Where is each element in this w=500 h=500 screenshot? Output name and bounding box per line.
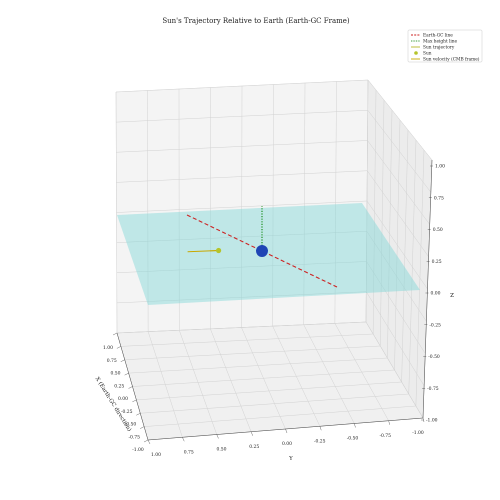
x-tick-mark bbox=[128, 386, 133, 389]
z-tick-label: -0.50 bbox=[428, 354, 440, 360]
gridlines bbox=[115, 79, 433, 441]
floor-grid-x bbox=[136, 381, 402, 401]
z-axis-line bbox=[422, 159, 433, 419]
y-tick-mark bbox=[388, 420, 390, 425]
back-grid-vertical bbox=[365, 79, 369, 323]
back-grid-horizontal bbox=[116, 261, 367, 273]
y-tick-label: 0.50 bbox=[216, 447, 226, 453]
y-tick-mark bbox=[216, 434, 219, 439]
x-tick-mark bbox=[112, 332, 118, 336]
x-tick-mark bbox=[124, 372, 129, 376]
x-tick-label: 0.25 bbox=[114, 383, 124, 389]
x-tick-mark bbox=[136, 413, 141, 416]
y-tick-mark bbox=[182, 437, 185, 442]
back-grid-horizontal bbox=[116, 291, 367, 304]
floor-grid-x bbox=[144, 405, 416, 427]
y-tick-label: 0.75 bbox=[184, 449, 194, 455]
floor-grid-y bbox=[365, 321, 424, 419]
y-tick-label: -0.75 bbox=[379, 433, 391, 439]
legend-label-sun-trajectory: Sun trajectory bbox=[423, 46, 455, 51]
series-earth-gc-line bbox=[186, 214, 338, 288]
floor-grid-x bbox=[140, 393, 409, 414]
x-tick-mark bbox=[140, 426, 145, 429]
z-axis-label: Z bbox=[450, 293, 454, 299]
floor-grid-y bbox=[272, 326, 321, 427]
series-sun-velocity-cmb-frame bbox=[187, 250, 219, 253]
legend-box bbox=[407, 29, 483, 63]
data-marks bbox=[186, 206, 338, 288]
x-tick-label: 1.00 bbox=[103, 345, 113, 351]
x-tick-mark bbox=[143, 439, 149, 443]
z-tick-label: -0.75 bbox=[427, 386, 439, 392]
y-axis-label: Y bbox=[288, 456, 293, 462]
y-axis-line bbox=[147, 417, 424, 441]
back-grid-vertical bbox=[272, 84, 274, 327]
back-grid-horizontal bbox=[116, 231, 367, 243]
back-grid-horizontal bbox=[116, 321, 367, 334]
side-grid-vertical bbox=[415, 149, 425, 407]
y-tick-mark bbox=[147, 439, 151, 445]
y-tick-mark bbox=[319, 426, 322, 431]
z-tick-label: 1.00 bbox=[435, 164, 445, 170]
x-axis-line bbox=[116, 332, 149, 441]
legend-label-max-height-line: Max height line bbox=[423, 40, 458, 45]
z-tick-label: 0.50 bbox=[433, 227, 443, 233]
back-grid-vertical bbox=[334, 81, 337, 324]
x-tick-label: -1.00 bbox=[132, 447, 144, 453]
back-grid-horizontal bbox=[116, 200, 368, 213]
earth-marker bbox=[256, 245, 268, 257]
legend-label-sun-velocity-cmb-frame: Sun velocity (CMB frame) bbox=[423, 58, 480, 63]
x-tick-label: -0.25 bbox=[121, 409, 133, 415]
z-tick-label: 0.75 bbox=[434, 195, 444, 201]
z-tick-label: 0.25 bbox=[432, 259, 442, 265]
legend-marker-sun bbox=[414, 51, 418, 55]
legend-label-earth-gc-line: Earth-GC line bbox=[423, 34, 453, 39]
floor-grid-x bbox=[132, 369, 395, 387]
side-grid-vertical bbox=[408, 139, 417, 395]
y-tick-label: -0.50 bbox=[347, 436, 359, 442]
y-tick-label: 1.00 bbox=[151, 452, 161, 458]
legend-label-sun: Sun bbox=[423, 52, 432, 57]
floor-grid-y bbox=[334, 323, 389, 421]
x-tick-label: 0.00 bbox=[118, 396, 128, 402]
x-tick-label: -0.75 bbox=[128, 434, 140, 440]
y-tick-label: 0.25 bbox=[249, 444, 259, 450]
x-tick-mark bbox=[120, 359, 125, 362]
galactic-plane bbox=[117, 203, 420, 305]
y-tick-label: -1.00 bbox=[412, 430, 424, 436]
y-tick-label: -0.25 bbox=[314, 438, 326, 444]
x-tick-label: -0.50 bbox=[125, 422, 137, 428]
x-tick-label: 0.50 bbox=[110, 371, 120, 377]
y-tick-label: 0.00 bbox=[282, 441, 292, 447]
z-tick-label: -1.00 bbox=[426, 418, 438, 424]
side-grid-horizontal bbox=[366, 291, 425, 386]
x-tick-mark bbox=[116, 346, 121, 349]
x-tick-mark bbox=[132, 399, 137, 403]
y-tick-mark bbox=[250, 431, 253, 436]
side-grid-vertical bbox=[401, 129, 409, 383]
chart-title: Sun's Trajectory Relative to Earth (Eart… bbox=[162, 17, 350, 25]
y-tick-mark bbox=[285, 428, 288, 434]
side-grid-horizontal bbox=[366, 261, 426, 354]
floor-grid-y bbox=[303, 324, 355, 424]
side-grid-horizontal bbox=[366, 200, 428, 290]
back-grid-vertical bbox=[303, 82, 306, 325]
side-grid-horizontal bbox=[366, 231, 427, 322]
sun-marker bbox=[216, 247, 222, 254]
z-tick-label: -0.25 bbox=[429, 322, 441, 328]
x-tick-label: 0.75 bbox=[107, 358, 117, 364]
axis-ticks: 1.00 0.75 0.50 0.25 0.00 -0.25 -0.50 -0.75 -1.00… bbox=[103, 159, 445, 458]
y-tick-mark bbox=[354, 423, 356, 428]
z-tick-label: 0.00 bbox=[431, 291, 441, 297]
